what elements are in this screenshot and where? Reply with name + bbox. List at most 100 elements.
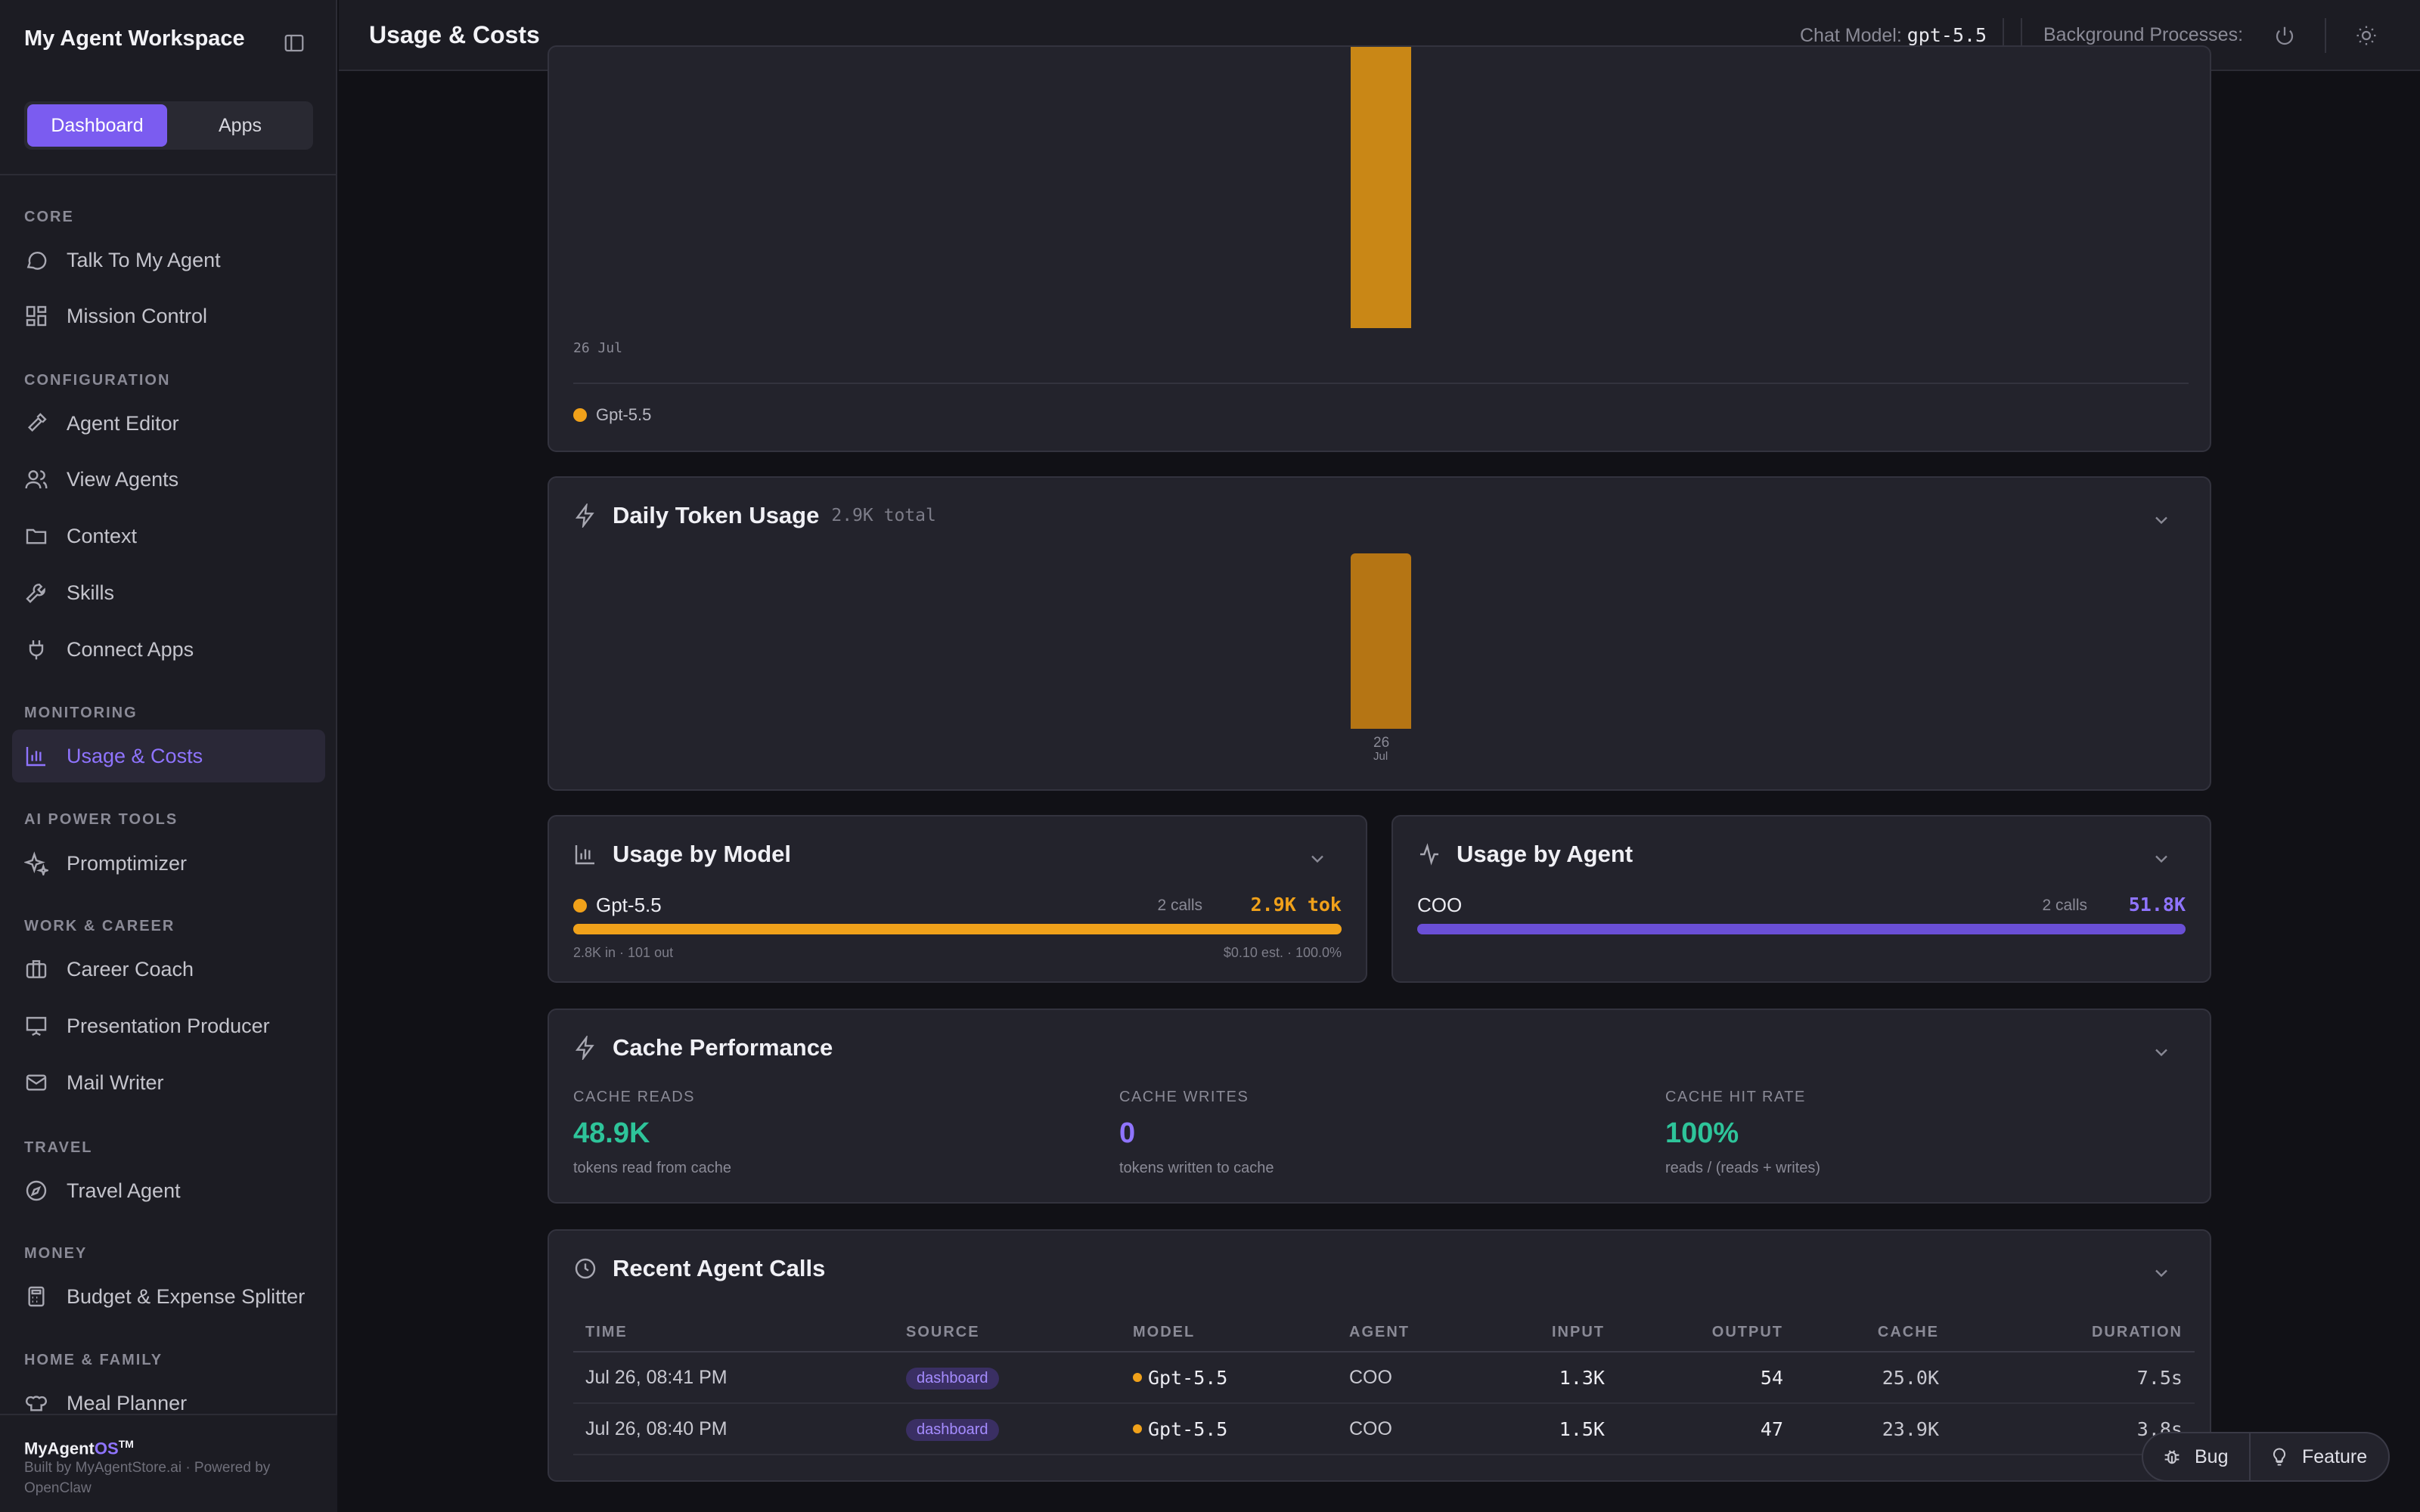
usage-by-model-card: Usage by Model Gpt-5.5 2 calls 2.9K tok …	[548, 815, 1367, 983]
agent-name: COO	[1417, 894, 1463, 916]
dashboard-grid-icon	[26, 305, 47, 327]
chevron-down-icon[interactable]	[2151, 1263, 2172, 1284]
sidebar-item-budget[interactable]: Budget & Expense Splitter	[12, 1270, 325, 1323]
card-header: Cache Performance	[573, 1034, 833, 1061]
card-header: Daily Token Usage 2.9K total	[573, 502, 936, 529]
section-monitoring: MONITORING	[24, 705, 138, 721]
sidebar-divider	[0, 174, 337, 175]
card-title: Usage by Model	[613, 841, 791, 867]
cache-writes-note: tokens written to cache	[1119, 1160, 1274, 1176]
agent-tokens: 51.8K	[2128, 894, 2186, 916]
cell-model: Gpt-5.5	[1121, 1403, 1337, 1455]
table-row[interactable]: Jul 26, 08:41 PM dashboard Gpt-5.5 COO 1…	[573, 1352, 2195, 1404]
chevron-down-icon[interactable]	[2151, 1042, 2172, 1063]
model-cost-estimate: $0.10 est. · 100.0%	[1223, 945, 1342, 960]
sidebar-item-view-agents[interactable]: View Agents	[12, 453, 325, 506]
section-configuration: CONFIGURATION	[24, 372, 171, 389]
card-header: Usage by Agent	[1417, 841, 1633, 868]
cell-source: dashboard	[894, 1403, 1121, 1455]
sidebar-item-presentation-producer[interactable]: Presentation Producer	[12, 999, 325, 1052]
bar-chart-icon	[26, 747, 45, 767]
wrench-icon	[26, 584, 45, 603]
chevron-down-icon[interactable]	[2151, 510, 2172, 531]
activity-icon	[1420, 843, 1438, 866]
cell-time: Jul 26, 08:40 PM	[573, 1403, 894, 1455]
section-core: CORE	[24, 209, 74, 225]
sidebar-toggle-icon[interactable]	[283, 32, 306, 54]
sidebar-item-label: Skills	[67, 581, 115, 604]
bug-report-button[interactable]: Bug	[2142, 1432, 2251, 1482]
presentation-icon	[26, 1017, 47, 1036]
bug-label: Bug	[2195, 1445, 2229, 1467]
table-header-row: TIME SOURCE MODEL AGENT INPUT OUTPUT CAC…	[573, 1314, 2195, 1352]
chat-model-indicator[interactable]: Chat Model: gpt-5.5	[1800, 24, 1987, 46]
sidebar-item-meal-planner[interactable]: Meal Planner	[12, 1377, 325, 1430]
sidebar-item-talk[interactable]: Talk To My Agent	[12, 234, 325, 287]
header-divider	[2003, 18, 2004, 53]
lightning-icon	[575, 503, 594, 528]
users-icon	[25, 470, 48, 489]
sidebar-item-connect-apps[interactable]: Connect Apps	[12, 623, 325, 676]
x-tick-day: 26	[1373, 735, 1390, 751]
sidebar-item-mail-writer[interactable]: Mail Writer	[12, 1056, 325, 1109]
folder-icon	[26, 528, 47, 544]
model-usage-track	[573, 924, 1342, 934]
sidebar-item-label: Career Coach	[67, 957, 194, 981]
legend-dot	[573, 408, 587, 422]
cache-reads-value: 48.9K	[573, 1117, 650, 1149]
page-title: Usage & Costs	[369, 21, 540, 48]
tab-apps[interactable]: Apps	[219, 114, 262, 136]
section-ai-power-tools: AI POWER TOOLS	[24, 811, 178, 828]
sun-icon[interactable]	[2355, 24, 2378, 47]
agent-usage-fill	[1417, 924, 2186, 934]
agent-calls: 2 calls	[2042, 897, 2087, 914]
sidebar-item-label: Context	[67, 524, 138, 547]
background-processes-label: Background Processes:	[2043, 24, 2244, 45]
briefcase-icon	[26, 960, 47, 978]
col-time: TIME	[573, 1314, 894, 1352]
power-icon[interactable]	[2273, 24, 2296, 47]
agent-usage-track	[1417, 924, 2186, 934]
clock-icon	[575, 1258, 596, 1279]
cell-agent: COO	[1337, 1403, 1488, 1455]
cell-time: Jul 26, 08:41 PM	[573, 1352, 894, 1404]
chevron-down-icon[interactable]	[1307, 848, 1328, 869]
table-row[interactable]: Jul 26, 08:40 PM dashboard Gpt-5.5 COO 1…	[573, 1403, 2195, 1455]
cache-hit-rate-value: 100%	[1665, 1117, 1739, 1149]
sidebar-item-usage-costs[interactable]: Usage & Costs	[12, 730, 325, 782]
sidebar-item-skills[interactable]: Skills	[12, 566, 325, 619]
cell-agent: COO	[1337, 1352, 1488, 1404]
sidebar-footer: MyAgentOSTM Built by MyAgentStore.ai · P…	[0, 1414, 337, 1512]
section-work-career: WORK & CAREER	[24, 918, 175, 934]
feature-request-button[interactable]: Feature	[2249, 1432, 2390, 1482]
source-badge: dashboard	[906, 1367, 999, 1390]
cell-model: Gpt-5.5	[1121, 1352, 1337, 1404]
cache-writes-label: CACHE WRITES	[1119, 1089, 1249, 1105]
sidebar-item-label: Promptimizer	[67, 851, 188, 875]
calculator-icon	[28, 1286, 45, 1307]
plug-icon	[29, 640, 44, 660]
sidebar-item-travel-agent[interactable]: Travel Agent	[12, 1164, 325, 1217]
sidebar-item-career-coach[interactable]: Career Coach	[12, 943, 325, 996]
chevron-down-icon[interactable]	[2151, 848, 2172, 869]
sidebar-item-label: Presentation Producer	[67, 1014, 270, 1037]
model-in-out: 2.8K in · 101 out	[573, 945, 674, 960]
tab-dashboard[interactable]: Dashboard	[27, 104, 167, 147]
cache-hit-rate-label: CACHE HIT RATE	[1665, 1089, 1806, 1105]
sidebar-item-mission[interactable]: Mission Control	[12, 290, 325, 342]
sidebar-item-agent-editor[interactable]: Agent Editor	[12, 397, 325, 450]
sidebar-item-label: Budget & Expense Splitter	[67, 1284, 306, 1308]
sidebar-item-context[interactable]: Context	[12, 510, 325, 562]
sidebar-item-label: Travel Agent	[67, 1179, 181, 1202]
col-model: MODEL	[1121, 1314, 1337, 1352]
lightbulb-icon	[2273, 1448, 2286, 1466]
cell-source: dashboard	[894, 1352, 1121, 1404]
card-title: Usage by Agent	[1457, 841, 1634, 867]
sidebar-item-label: Connect Apps	[67, 637, 194, 661]
model-name: Gpt-5.5	[1148, 1418, 1228, 1440]
sidebar-item-promptimizer[interactable]: Promptimizer	[12, 837, 325, 890]
header-divider	[2021, 18, 2022, 53]
sidebar: My Agent Workspace Dashboard Apps CORE T…	[0, 0, 337, 1512]
card-title: Daily Token Usage	[613, 502, 820, 528]
cost-chart-card: 26 Jul Gpt-5.5	[548, 45, 2211, 452]
